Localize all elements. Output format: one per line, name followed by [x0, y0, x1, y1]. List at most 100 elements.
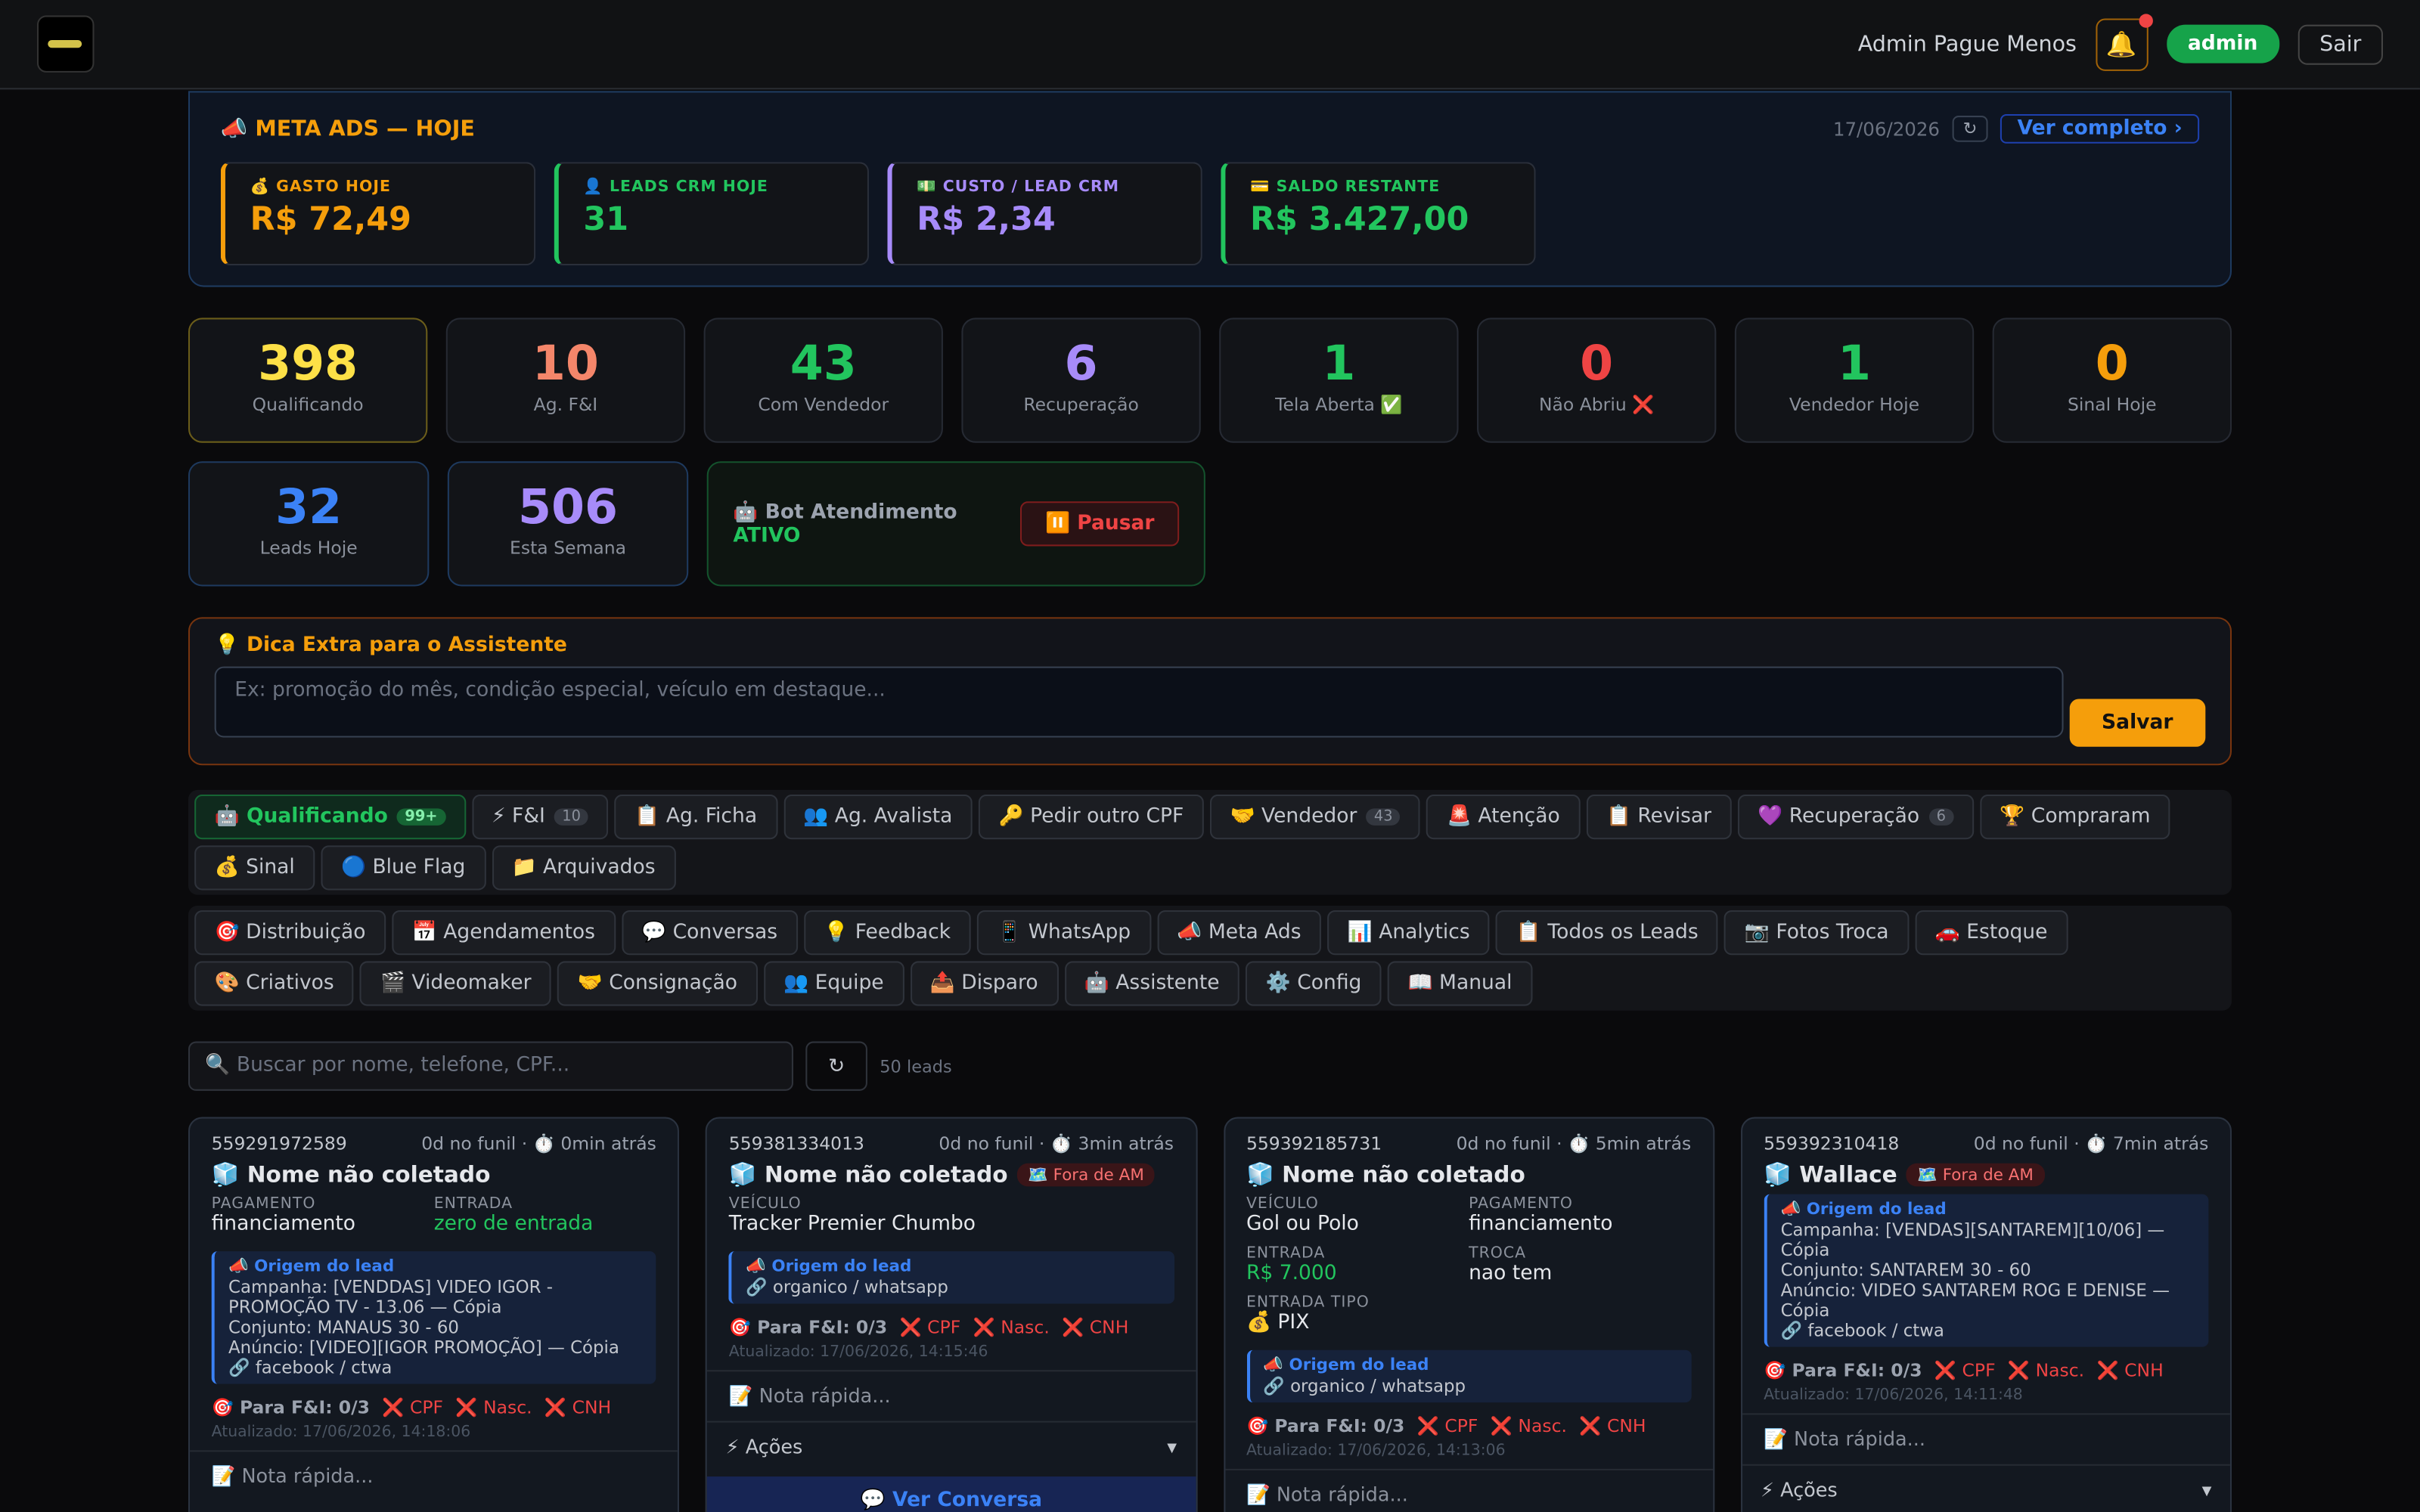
lead-top: 559381334013 0d no funil · ⏱️ 3min atrás [729, 1132, 1174, 1154]
nav-item[interactable]: 📤 Disparo [910, 961, 1059, 1006]
quick-note[interactable]: 📝 Nota rápida... [1742, 1413, 2230, 1464]
tip-input[interactable]: Ex: promoção do mês, condição especial, … [214, 666, 2064, 738]
nav-item[interactable]: 🤝 Consignação [557, 961, 758, 1006]
stat-card[interactable]: 0 Não Abriu ❌ [1477, 318, 1717, 443]
stat-card[interactable]: 506 Esta Semana [447, 461, 689, 587]
nav-item[interactable]: 📣 Meta Ads [1156, 910, 1322, 956]
user-name: Admin Pague Menos [1857, 31, 2077, 57]
lead-fields: PAGAMENTO financiamento ENTRADA zero de ent… [212, 1196, 656, 1245]
lead-origin: 📣 Origem do lead Campanha: [VENDAS][SANTA… [1764, 1194, 2209, 1347]
lead-card[interactable]: 559392185731 0d no funil · ⏱️ 5min atrás 🧊… [1223, 1117, 1714, 1512]
nav-item[interactable]: ⚙️ Config [1246, 961, 1382, 1006]
lead-body: 559392185731 0d no funil · ⏱️ 5min atrás 🧊… [1224, 1119, 1712, 1469]
missing-doc: ❌ CNH [1579, 1414, 1646, 1436]
actions-label: ⚡ Ações [725, 1434, 803, 1458]
nav-item[interactable]: 🤖 Assistente [1064, 961, 1240, 1006]
nav-item[interactable]: 📊 Analytics [1327, 910, 1491, 956]
pause-button[interactable]: ⏸️ Pausar [1020, 501, 1180, 547]
origin-line: Anúncio: VIDEO SANTAREM ROG E DENISE — C… [1780, 1280, 2170, 1321]
stat-value: 1 [1322, 336, 1356, 392]
nav-item[interactable]: 🎬 Videomaker [360, 961, 552, 1006]
stat-card[interactable]: 1 Vendedor Hoje [1734, 318, 1975, 443]
status-tab[interactable]: 📋 Revisar [1586, 795, 1732, 840]
lead-updated: Atualizado: 17/06/2026, 14:13:06 [1246, 1442, 1506, 1460]
stat-card[interactable]: 10 Ag. F&I [445, 318, 686, 443]
stat-card[interactable]: 1 Tela Aberta ✅ [1219, 318, 1459, 443]
quick-note[interactable]: 📝 Nota rápida... [1224, 1468, 1713, 1512]
tab-badge: 6 [1928, 808, 1954, 826]
nav-menu: 🎯 Distribuição 📅 Agendamentos 💬 Conversas 💡… [188, 905, 2232, 1011]
metric-card: 💳 SALDO RESTANTE R$ 3.427,00 [1221, 162, 1536, 266]
stat-label: Esta Semana [510, 537, 626, 559]
lead-field: ENTRADA TIPO 💰 PIX [1246, 1294, 1691, 1334]
status-tab[interactable]: 🤖 Qualificando 99+ [194, 795, 466, 840]
status-tab[interactable]: 🚨 Atenção [1426, 795, 1581, 840]
lead-card[interactable]: 559381334013 0d no funil · ⏱️ 3min atrás 🧊… [706, 1117, 1197, 1512]
fi-check: 🎯 Para F&I: 0/3 ❌ CPF ❌ Nasc. ❌ CNH [1246, 1414, 1691, 1436]
refresh-button[interactable]: ↻ [1952, 116, 1988, 142]
nav-item[interactable]: 💬 Conversas [621, 910, 798, 956]
save-button[interactable]: Salvar [2069, 699, 2206, 747]
bot-info: 🤖 Bot Atendimento ATIVO [733, 500, 1020, 547]
stat-label: Leads Hoje [259, 537, 358, 559]
lead-fields: VEÍCULO Gol ou Polo PAGAMENTO financiamento… [1246, 1196, 1691, 1344]
metric-value: R$ 72,49 [250, 200, 411, 238]
nav-item[interactable]: 💡 Feedback [803, 910, 971, 956]
status-tabs: 🤖 Qualificando 99+ ⚡ F&I 10 📋 Ag. Ficha 👥 Ag.… [188, 789, 2232, 895]
logo[interactable] [36, 15, 95, 73]
nav-item[interactable]: 🎨 Criativos [194, 961, 355, 1006]
actions-toggle[interactable]: ⚡ Ações ▾ [707, 1421, 1196, 1470]
lead-field: VEÍCULO Tracker Premier Chumbo [729, 1196, 1174, 1236]
logout-button[interactable]: Sair [2297, 23, 2383, 64]
origin-line: 🔗 organico / whatsapp [1263, 1376, 1466, 1396]
status-tab[interactable]: 💜 Recuperação 6 [1737, 795, 1974, 840]
actions-toggle[interactable]: ⚡ Ações ▾ [1742, 1464, 2230, 1512]
nav-item[interactable]: 📅 Agendamentos [392, 910, 616, 956]
stat-label: Tela Aberta ✅ [1275, 393, 1403, 415]
quick-note[interactable]: 📝 Nota rápida... [707, 1370, 1196, 1421]
quick-note[interactable]: 📝 Nota rápida... [190, 1450, 678, 1501]
lead-tag: 🗺️ Fora de AM [1906, 1163, 2045, 1187]
status-tab[interactable]: 📁 Arquivados [492, 845, 676, 891]
stat-card[interactable]: 0 Sinal Hoje [1992, 318, 2232, 443]
lead-meta: 0d no funil · ⏱️ 3min atrás [939, 1132, 1174, 1154]
status-tab[interactable]: 🔵 Blue Flag [321, 845, 486, 891]
view-conversation[interactable]: 💬 Ver Conversa [707, 1476, 1196, 1512]
status-tab[interactable]: 📋 Ag. Ficha [614, 795, 777, 840]
stat-card[interactable]: 32 Leads Hoje [188, 461, 430, 587]
nav-item[interactable]: 📋 Todos os Leads [1496, 910, 1719, 956]
stat-card[interactable]: 6 Recuperação [961, 318, 1201, 443]
nav-item[interactable]: 📱 WhatsApp [976, 910, 1151, 956]
metric-label: 💵 CUSTO / LEAD CRM [917, 178, 1120, 197]
lead-body: 559381334013 0d no funil · ⏱️ 3min atrás 🧊… [707, 1119, 1195, 1371]
nav-item[interactable]: 📷 Fotos Troca [1724, 910, 1910, 956]
stat-card[interactable]: 43 Com Vendedor [703, 318, 943, 443]
nav-item[interactable]: 🚗 Estoque [1915, 910, 2068, 956]
lead-card[interactable]: 559291972589 0d no funil · ⏱️ 0min atrás 🧊… [188, 1117, 680, 1512]
view-full-link[interactable]: Ver completo › [2000, 114, 2200, 144]
search-input[interactable]: 🔍 Buscar por nome, telefone, CPF... [188, 1041, 793, 1091]
tab-label: 🤖 Qualificando [214, 805, 388, 829]
lead-phone: 559381334013 [728, 1132, 864, 1154]
nav-item[interactable]: 📖 Manual [1388, 961, 1533, 1006]
notifications[interactable]: 🔔 [2095, 13, 2152, 70]
stat-card[interactable]: 398 Qualificando [188, 318, 428, 443]
nav-item[interactable]: 🎯 Distribuição [194, 910, 386, 956]
tab-badge: 43 [1366, 808, 1401, 826]
lead-meta: 0d no funil · ⏱️ 5min atrás [1456, 1132, 1692, 1154]
field-label: TROCA [1469, 1244, 1527, 1263]
status-tab[interactable]: 👥 Ag. Avalista [783, 795, 973, 840]
origin-line: Conjunto: MANAUS 30 - 60 [228, 1317, 459, 1338]
field-value: R$ 7.000 [1246, 1262, 1337, 1285]
status-tab[interactable]: 🏆 Compraram [1979, 795, 2170, 840]
tip-panel: 💡 Dica Extra para o Assistente Ex: promoç… [188, 617, 2232, 766]
status-tab[interactable]: 🔑 Pedir outro CPF [979, 795, 1204, 840]
lead-card[interactable]: 559392310418 0d no funil · ⏱️ 7min atrás 🧊… [1740, 1117, 2232, 1512]
nav-item[interactable]: 👥 Equipe [763, 961, 904, 1006]
status-tab[interactable]: 🤝 Vendedor 43 [1210, 795, 1421, 840]
status-tab[interactable]: 💰 Sinal [194, 845, 315, 891]
status-tab[interactable]: ⚡ F&I 10 [471, 795, 609, 840]
refresh-button[interactable]: ↻ [805, 1041, 867, 1091]
actions-label: ⚡ Ações [1761, 1478, 1838, 1501]
